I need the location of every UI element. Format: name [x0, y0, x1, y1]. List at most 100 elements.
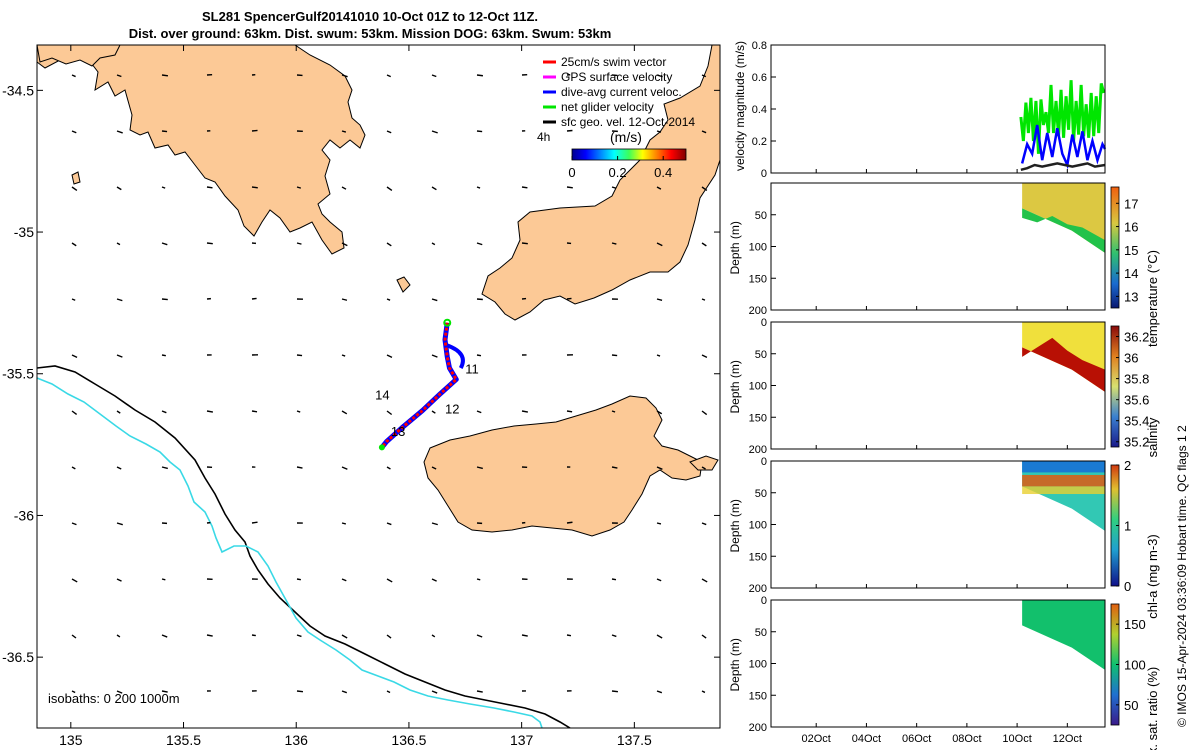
- map-x-tick-label: 137.5: [617, 732, 652, 748]
- geo-vel-arrow: [566, 186, 573, 189]
- geo-vel-arrow: [431, 242, 436, 246]
- geo-vel-arrow: [431, 186, 437, 191]
- geo-vel-arrow: [656, 410, 663, 415]
- geo-vel-arrow: [71, 130, 77, 134]
- chl-a-ylabel: Depth (m): [728, 499, 742, 552]
- geo-vel-arrow: [386, 186, 393, 192]
- isobath-0m: [37, 365, 571, 728]
- geo-vel-arrow: [296, 410, 301, 413]
- geo-vel-arrow: [161, 690, 168, 693]
- geo-vel-arrow: [701, 410, 708, 416]
- geo-vel-arrow: [476, 410, 482, 414]
- temperature-colorbar: [1110, 186, 1120, 309]
- temperature-colorbar-label: temperature (°C): [1145, 250, 1160, 347]
- geo-vel-arrow: [386, 298, 391, 301]
- geo-vel-arrow: [116, 578, 122, 582]
- geo-vel-arrow: [251, 410, 258, 413]
- geo-vel-arrow: [116, 410, 121, 414]
- speed-colorbar-tick-label: 0: [568, 165, 575, 180]
- salinity-colorbar-label: salinity: [1145, 417, 1160, 457]
- geo-vel-arrow: [656, 578, 662, 582]
- map-y-tick-label: -36.5: [2, 649, 34, 665]
- chl-a-y-tick-label: 0: [761, 456, 767, 468]
- oxygen-colorbar-label: Ox. sat. ratio (%): [1145, 667, 1160, 750]
- oxygen-layer: [1022, 600, 1105, 670]
- day-label: 13: [391, 424, 405, 439]
- geo-vel-arrow: [341, 578, 347, 582]
- track-start-marker: [443, 318, 452, 327]
- geo-vel-arrow: [431, 354, 438, 358]
- geo-vel-arrow: [341, 690, 348, 694]
- geo-vel-arrow: [431, 130, 438, 134]
- geo-vel-arrow: [116, 298, 123, 302]
- geo-vel-arrow: [656, 74, 663, 78]
- velocity-y-tick-label: 0: [761, 168, 767, 180]
- chl-a-colorbar-tick-label: 0: [1124, 579, 1131, 594]
- temperature-ylabel: Depth (m): [728, 221, 742, 274]
- timeseries-panels: 0 0.2 0.4 0.6 0.8 velocity magnitude (m/s) 50 1…: [728, 40, 1160, 750]
- temperature-colorbar-tick-label: 13: [1124, 289, 1138, 304]
- geo-vel-arrow: [476, 74, 484, 77]
- temperature-colorbar-tick-label: 14: [1124, 266, 1138, 281]
- geo-vel-arrow: [386, 466, 391, 470]
- isobath-note: isobaths: 0 200 1000m: [48, 691, 180, 706]
- geo-vel-arrow: [386, 578, 393, 583]
- panel-velocity: 0 0.2 0.4 0.6 0.8 velocity magnitude (m/s): [733, 40, 1107, 180]
- geo-vel-arrow: [341, 242, 348, 247]
- velocity-y-tick-label: 0.8: [752, 40, 767, 52]
- chl-a-y-tick-label: 50: [755, 488, 767, 500]
- map-x-tick-label: 135.5: [166, 732, 201, 748]
- speed-colorbar-label: (m/s): [610, 129, 642, 145]
- chl-a-y-tick-label: 200: [749, 583, 767, 595]
- map-x-tick-label: 137: [510, 732, 534, 748]
- geo-vel-arrow: [431, 466, 437, 470]
- geo-vel-arrow: [341, 74, 348, 78]
- temperature-colorbar-tick-label: 17: [1124, 196, 1138, 211]
- geo-vel-arrow: [701, 634, 707, 639]
- day-label: 11: [465, 362, 479, 377]
- speed-colorbar-ticks: 0 0.2 0.4: [568, 156, 672, 180]
- chl-a-colorbar-tick-label: 1: [1124, 519, 1131, 534]
- velocity-ylabel: velocity magnitude (m/s): [733, 41, 747, 171]
- imos-note: © IMOS 15-Apr-2024 03:36:09 Hobart time.…: [1175, 425, 1189, 727]
- geo-vel-arrow: [611, 354, 618, 357]
- land-yorke-peninsula: [481, 45, 720, 321]
- geo-vel-arrow: [161, 242, 168, 246]
- geo-vel-arrow: [476, 130, 483, 133]
- panel-temperature: 50 100 150 200 Depth (m) 13 14 15 16 17 temperatur…: [728, 182, 1160, 347]
- map-x-axis: 135 135.5 136 136.5 137 137.5: [59, 45, 652, 748]
- geo-vel-arrow: [386, 410, 393, 416]
- salinity-y-tick-label: 100: [749, 381, 767, 393]
- oxygen-y-tick-label: 50: [755, 627, 767, 639]
- glider-track: [378, 318, 465, 451]
- speed-colorbar-tick-label: 0.2: [609, 165, 627, 180]
- chl-surface-layer: [1022, 461, 1105, 473]
- panel-frame: [770, 599, 1106, 728]
- oxygen-colorbar-tick-label: 150: [1124, 617, 1146, 632]
- geo-vel-arrow: [116, 466, 122, 470]
- geo-vel-arrow: [656, 634, 663, 639]
- salinity-colorbar-tick-label: 35.2: [1124, 435, 1149, 450]
- day-label: 14: [375, 387, 389, 402]
- geo-vel-arrow: [566, 410, 573, 413]
- panel-frame: [770, 321, 1106, 450]
- geo-vel-arrow: [476, 690, 483, 693]
- geo-vel-arrow: [116, 522, 123, 526]
- geo-vel-arrow: [206, 634, 213, 637]
- map-y-axis: -34.5 -35 -35.5 -36 -36.5: [2, 82, 720, 665]
- geo-vel-arrow: [206, 410, 214, 413]
- geo-vel-arrow: [656, 354, 661, 357]
- temperature-y-tick-label: 200: [749, 305, 767, 317]
- geo-vel-arrow: [251, 297, 257, 300]
- geo-vel-arrow: [386, 130, 392, 134]
- geo-vel-arrow: [161, 578, 166, 581]
- temperature-colorbar-tick-label: 15: [1124, 243, 1138, 258]
- legend-entry-label: net glider velocity: [561, 100, 654, 114]
- geo-vel-arrow: [566, 634, 572, 637]
- map-y-tick-label: -36: [14, 507, 34, 523]
- salinity-colorbar-tick-label: 35.8: [1124, 372, 1149, 387]
- geo-vel-arrow: [71, 410, 78, 416]
- geo-vel-arrow: [701, 690, 706, 694]
- geo-vel-arrow: [116, 130, 123, 134]
- salinity-y-tick-label: 200: [749, 444, 767, 456]
